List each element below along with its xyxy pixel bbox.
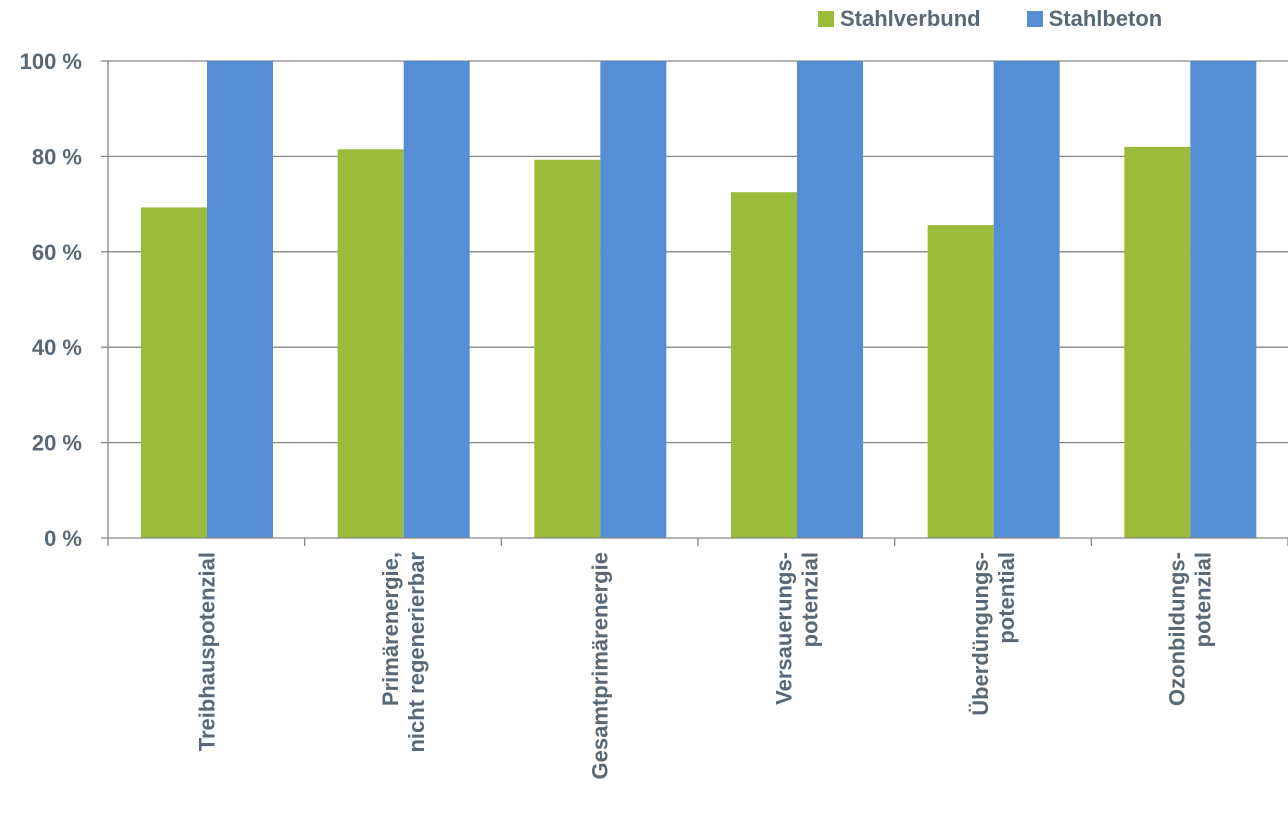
bar-stahlbeton-1 <box>207 61 273 538</box>
bar-stahlbeton-6 <box>1190 61 1257 538</box>
legend-swatch-stahlbeton <box>1026 11 1043 27</box>
legend-item-stahlverbund: Stahlverbund <box>818 6 981 32</box>
legend-swatch-stahlverbund <box>818 11 834 27</box>
y-tick-label: 60 % <box>32 240 82 265</box>
legend-label-stahlbeton: Stahlbeton <box>1048 6 1163 31</box>
x-category-label: Treibhauspotenzial <box>194 552 219 751</box>
legend: Stahlverbund Stahlbeton <box>818 6 1162 32</box>
x-category-label: potential <box>994 552 1019 644</box>
y-tick-label: 20 % <box>32 431 82 456</box>
bar-stahlverbund-2 <box>337 149 404 538</box>
y-tick-label: 80 % <box>32 144 82 169</box>
bar-stahlverbund-6 <box>1124 146 1191 539</box>
x-category-label: Überdüngungs- <box>968 552 993 716</box>
y-tick-label: 100 % <box>20 49 82 74</box>
x-category-label: Gesamtprimärenergie <box>588 552 613 779</box>
legend-item-stahlbeton: Stahlbeton <box>1026 6 1163 32</box>
bar-stahlverbund-1 <box>141 207 207 538</box>
bar-stahlbeton-4 <box>797 61 863 538</box>
bar-stahlbeton-2 <box>403 61 470 538</box>
x-category-label: potenzial <box>1191 552 1216 647</box>
x-category-label: nicht regenerierbar <box>404 552 429 753</box>
x-category-label: Ozonbildungs- <box>1165 552 1190 706</box>
bar-stahlverbund-4 <box>731 192 797 539</box>
y-tick-label: 40 % <box>32 335 82 360</box>
x-category-label: Versauerungs- <box>771 552 796 705</box>
bar-stahlbeton-3 <box>600 61 667 538</box>
bar-stahlbeton-5 <box>993 61 1060 538</box>
legend-label-stahlverbund: Stahlverbund <box>840 6 981 31</box>
x-category-label: potenzial <box>797 552 822 647</box>
x-category-label: Primärenergie, <box>378 552 403 706</box>
y-tick-label: 0 % <box>44 526 82 551</box>
bar-stahlverbund-5 <box>927 225 994 538</box>
bar-stahlverbund-3 <box>534 159 601 538</box>
